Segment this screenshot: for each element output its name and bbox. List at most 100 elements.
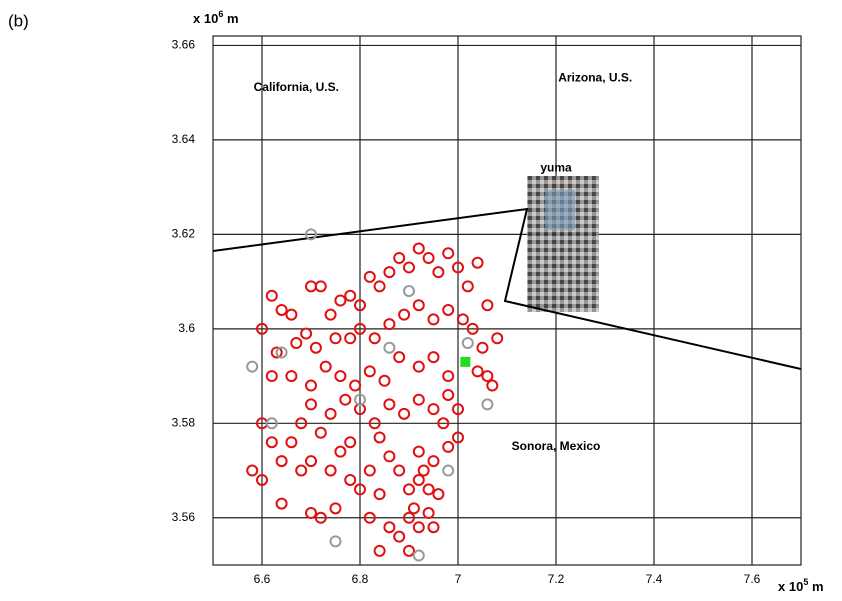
point [384,319,394,329]
point [335,447,345,457]
point [404,546,414,556]
point [286,371,296,381]
point [296,466,306,476]
point [429,404,439,414]
point [414,362,424,372]
point [291,338,301,348]
point [478,343,488,353]
point [267,371,277,381]
point [340,395,350,405]
yuma-image-water [545,190,575,230]
point [404,262,414,272]
point [414,447,424,457]
y-tick-label: 3.6 [178,321,195,335]
point [414,244,424,254]
point [306,399,316,409]
point [414,395,424,405]
x-tick-label: 6.8 [352,572,369,586]
x-tick-label: 7.6 [744,572,761,586]
y-unit-prefix: x 10 [193,11,218,26]
point [247,466,257,476]
point [473,366,483,376]
point [345,333,355,343]
point [380,376,390,386]
point [473,258,483,268]
point [414,475,424,485]
point [384,399,394,409]
point [375,546,385,556]
point [267,437,277,447]
point [306,456,316,466]
annotation: California, U.S. [254,80,339,94]
point [335,296,345,306]
point [375,432,385,442]
point [429,522,439,532]
point [414,522,424,532]
point [277,456,287,466]
point [394,253,404,263]
point [433,489,443,499]
point [277,305,287,315]
point [443,390,453,400]
point [306,508,316,518]
point [429,314,439,324]
point [345,437,355,447]
chart: (b) California, U.S. Arizona, U.S. Sonora,… [0,0,842,601]
point [404,484,414,494]
point [306,381,316,391]
annotation: yuma [540,160,572,174]
point [326,310,336,320]
point [443,466,453,476]
point [404,286,414,296]
x-tick-label: 7.2 [548,572,565,586]
x-tick-label: 7.4 [646,572,663,586]
point [419,466,429,476]
x-unit-suffix: m [808,579,823,594]
points [247,229,502,560]
point [429,456,439,466]
point [399,310,409,320]
x-unit-prefix: x 10 [778,579,803,594]
point [394,532,404,542]
point [443,371,453,381]
point [350,381,360,391]
panel-label: (b) [8,11,29,30]
point [394,466,404,476]
point [424,484,434,494]
point [365,466,375,476]
point [306,281,316,291]
y-unit: x 106 m [193,9,239,26]
point [463,338,473,348]
point [345,475,355,485]
point [331,536,341,546]
point [247,362,257,372]
point [399,409,409,419]
point [463,281,473,291]
point [384,267,394,277]
point [384,343,394,353]
x-tick-label: 7 [455,572,462,586]
x-tick-label: 6.6 [254,572,271,586]
point [331,503,341,513]
point [365,272,375,282]
point [331,333,341,343]
point [487,381,497,391]
point [482,399,492,409]
point [482,300,492,310]
point [365,366,375,376]
point [424,253,434,263]
annotation: Sonora, Mexico [512,439,601,453]
point [492,333,502,343]
point [316,281,326,291]
point [443,442,453,452]
point [433,267,443,277]
point [267,291,277,301]
y-unit-suffix: m [223,11,238,26]
map-layer [213,176,801,561]
point [321,362,331,372]
point [384,522,394,532]
point [316,428,326,438]
point [311,343,321,353]
annotation: Arizona, U.S. [558,71,632,85]
x-unit: x 105 m [778,577,824,594]
